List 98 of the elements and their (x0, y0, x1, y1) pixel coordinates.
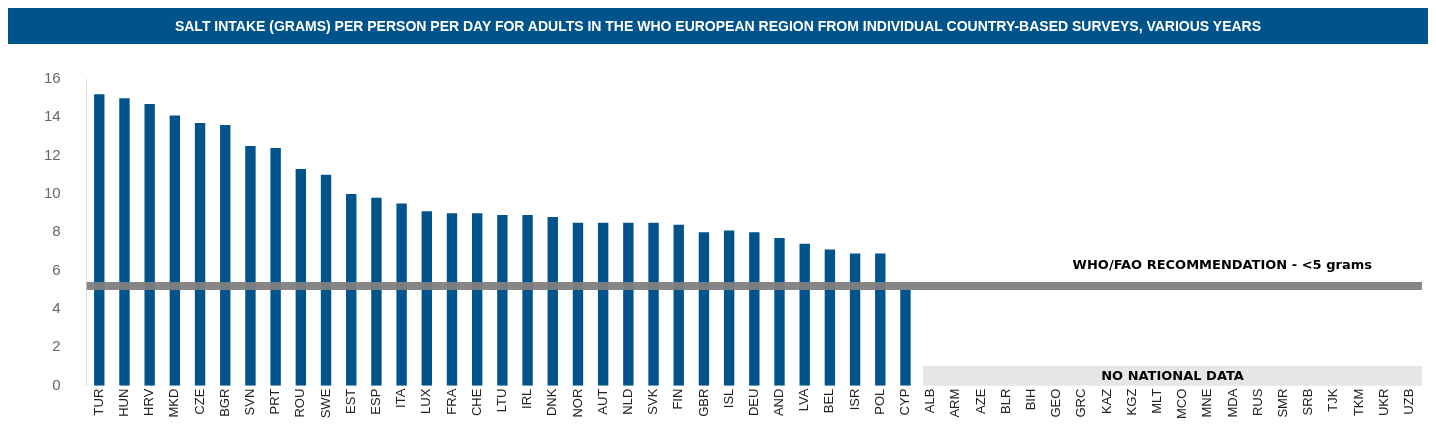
x-tick-label: FRA (443, 388, 459, 415)
bar (875, 253, 886, 386)
x-tick-label: ISL (720, 388, 736, 409)
bar (194, 123, 206, 386)
x-tick-label: UZB (1400, 388, 1416, 415)
ref-line-label: WHO/FAO RECOMMENDATION - <5 grams (1072, 256, 1373, 272)
chart-title: SALT INTAKE (GRAMS) PER PERSON PER DAY FOR ADULTS IN THE WHO EUROPEAN REGION FROM INDIVIDUAL COUNTRY-BASED SURVEYS, VARIOUS YEARS (8, 8, 1428, 44)
x-tick-label: ESP (367, 388, 383, 415)
x-tick-label: ROU (292, 388, 308, 418)
bar (673, 224, 684, 386)
x-tick-label: ISR (846, 388, 862, 411)
x-tick-label: AUT (594, 388, 610, 415)
x-tick-label: TUR (90, 388, 106, 416)
x-tick-label: BIH (1023, 388, 1039, 411)
x-tick-label: ARM (947, 388, 963, 418)
bar (824, 249, 836, 386)
x-tick-label: PRT (267, 388, 283, 415)
y-tick-label: 14 (44, 107, 61, 125)
bar (849, 253, 861, 386)
bar (648, 222, 659, 386)
x-tick-label: DNK (544, 388, 560, 417)
bar (220, 125, 231, 386)
x-tick-label: SVK (645, 388, 661, 415)
x-tick-label: ITA (393, 388, 409, 408)
x-tick-label: GBR (695, 388, 711, 417)
x-tick-label: LVA (796, 388, 812, 412)
x-tick-label: RUS (1249, 388, 1265, 417)
bar (396, 203, 407, 386)
x-tick-label: SVN (242, 388, 258, 416)
bar (572, 222, 584, 386)
bar (522, 215, 533, 386)
bar (497, 215, 508, 386)
x-tick-label: KGZ (1123, 388, 1139, 416)
x-tick-label: NOR (569, 388, 585, 418)
y-tick-label: 8 (52, 222, 61, 240)
x-tick-label: LUX (418, 388, 434, 414)
bar (320, 174, 332, 386)
x-tick-label: MLT (1148, 388, 1164, 414)
x-tick-label: POL (871, 388, 887, 415)
x-tick-label: TKM (1350, 388, 1366, 417)
x-tick-label: HUN (116, 388, 132, 417)
x-tick-label: DEU (745, 388, 761, 417)
x-tick-label: ALB (922, 388, 938, 414)
x-tick-label: BEL (821, 388, 837, 414)
x-tick-label: AND (771, 388, 787, 417)
bar (723, 230, 735, 386)
bar (346, 194, 357, 386)
x-tick-label: GRC (1073, 388, 1089, 418)
x-tick-label: CYP (897, 388, 913, 416)
bar (446, 213, 458, 386)
bar (597, 222, 609, 386)
x-tick-label: CHE (468, 388, 484, 417)
bar (749, 232, 760, 386)
bar (270, 148, 281, 386)
x-tick-label: EST (342, 388, 358, 414)
x-tick-label: NLD (619, 388, 635, 415)
x-tick-label: HRV (141, 388, 157, 416)
y-tick-label: 6 (52, 260, 61, 278)
bar (421, 211, 432, 386)
y-tick-label: 12 (44, 145, 61, 163)
y-tick-label: 16 (44, 69, 61, 87)
bar (547, 217, 558, 386)
x-tick-label: TJK (1325, 388, 1341, 412)
bar (245, 146, 256, 386)
x-tick-label: MCO (1174, 388, 1190, 420)
bar (698, 232, 710, 386)
bar (774, 238, 785, 386)
bar (119, 98, 130, 386)
bar (94, 94, 105, 386)
x-tick-label: BGR (216, 388, 232, 417)
x-tick-label: SMR (1274, 388, 1290, 418)
x-tick-label: BLR (997, 388, 1013, 414)
bar (144, 103, 155, 386)
x-tick-label: FIN (670, 388, 686, 410)
x-tick-label: AZE (972, 388, 988, 414)
bar (900, 289, 911, 386)
x-tick-label: CZE (191, 388, 207, 415)
x-tick-label: UKR (1375, 388, 1391, 417)
x-tick-label: IRL (519, 388, 535, 409)
bar (169, 115, 181, 386)
x-tick-label: GEO (1048, 388, 1064, 418)
x-tick-label: MKD (166, 388, 182, 418)
x-tick-label: SRB (1300, 388, 1316, 416)
y-tick-label: 2 (52, 337, 61, 355)
bar (371, 197, 382, 386)
y-tick-label: 10 (44, 184, 61, 202)
x-tick-label: MDA (1224, 388, 1240, 418)
y-tick-label: 0 (52, 375, 61, 393)
x-tick-label: KAZ (1098, 388, 1114, 414)
bar (799, 243, 810, 386)
bar (623, 222, 634, 386)
bar (471, 213, 483, 386)
x-tick-label: LTU (493, 388, 509, 413)
x-tick-label: SWE (317, 388, 333, 419)
x-tick-label: MNE (1199, 388, 1215, 418)
y-tick-label: 4 (52, 299, 61, 317)
bar (295, 169, 307, 386)
band-label: NO NATIONAL DATA (1101, 368, 1244, 384)
